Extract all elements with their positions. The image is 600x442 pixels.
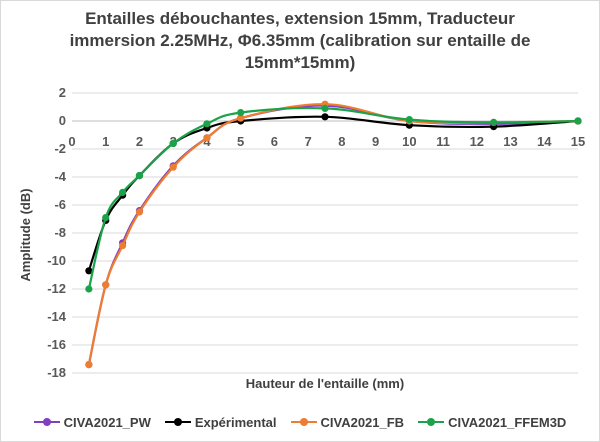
y-tick-label: -8 xyxy=(54,225,66,240)
data-point-civa2021-fb xyxy=(85,361,93,369)
x-tick-label: 9 xyxy=(372,134,379,149)
tick-labels: 20-2-4-6-8-10-12-14-16-18012345678910111… xyxy=(47,85,585,380)
data-point-civa2021-ffem3d xyxy=(574,117,582,125)
y-tick-label: -16 xyxy=(47,337,66,352)
legend-item: CIVA2021_FB xyxy=(290,414,405,430)
data-point-civa2021-fb xyxy=(203,134,211,142)
data-point-civa2021-ffem3d xyxy=(405,116,413,124)
data-point-exp-rimental xyxy=(85,267,93,275)
series-line-civa2021-fb xyxy=(87,103,579,365)
series-line-civa2021-ffem3d xyxy=(87,106,579,290)
data-point-civa2021-ffem3d xyxy=(169,139,177,147)
data-point-civa2021-fb xyxy=(102,281,110,289)
y-tick-label: -6 xyxy=(54,197,66,212)
legend-label: CIVA2021_FB xyxy=(320,414,405,430)
data-point-civa2021-fb xyxy=(237,114,245,122)
legend-swatch xyxy=(418,417,445,427)
data-point-civa2021-fb xyxy=(169,163,177,171)
data-point-civa2021-ffem3d xyxy=(490,118,498,126)
x-tick-label: 1 xyxy=(102,134,109,149)
data-point-civa2021-ffem3d xyxy=(102,214,110,222)
data-point-exp-rimental xyxy=(321,113,329,121)
legend-item: Expérimental xyxy=(164,414,277,430)
data-point-civa2021-ffem3d xyxy=(237,109,245,117)
legend-item: CIVA2021_FFEM3D xyxy=(418,415,566,430)
x-tick-label: 5 xyxy=(237,134,244,149)
data-point-civa2021-ffem3d xyxy=(119,188,127,196)
data-point-civa2021-ffem3d xyxy=(135,172,144,180)
legend-swatch xyxy=(33,417,60,427)
y-tick-label: -4 xyxy=(54,169,66,184)
x-tick-label: 6 xyxy=(271,134,278,149)
chart-title: Entailles débouchantes, extension 15mm, … xyxy=(69,9,531,72)
x-axis-title: Hauteur de l'entaille (mm) xyxy=(246,376,404,391)
legend-swatch xyxy=(290,417,317,427)
x-tick-label: 8 xyxy=(338,134,345,149)
legend-label: Expérimental xyxy=(194,414,277,430)
x-tick-label: 7 xyxy=(305,134,312,149)
data-point-civa2021-ffem3d xyxy=(321,104,329,112)
legend-label: CIVA2021_FFEM3D xyxy=(448,414,567,430)
y-tick-label: -12 xyxy=(47,281,66,296)
y-tick-label: -2 xyxy=(54,141,66,156)
x-tick-label: 11 xyxy=(436,134,450,149)
y-tick-label: -18 xyxy=(47,365,66,380)
gridlines xyxy=(72,92,578,374)
series-line-exp-rimental xyxy=(87,115,579,272)
x-tick-label: 12 xyxy=(470,134,484,149)
legend-swatch xyxy=(164,417,191,427)
legend-item: CIVA2021_PW xyxy=(33,414,151,430)
y-tick-label: 2 xyxy=(59,85,66,100)
x-tick-label: 14 xyxy=(537,134,552,149)
data-point-civa2021-ffem3d xyxy=(203,120,211,128)
x-tick-label: 13 xyxy=(503,134,517,149)
x-tick-label: 10 xyxy=(402,134,416,149)
y-tick-label: 0 xyxy=(59,113,66,128)
legend: CIVA2021_PW Expérimental CIVA2021_FB CIVA20… xyxy=(0,410,600,434)
x-tick-label: 4 xyxy=(203,134,211,149)
y-tick-label: -10 xyxy=(47,253,66,268)
series-lines xyxy=(85,100,582,369)
data-point-civa2021-fb xyxy=(135,208,144,216)
x-tick-label: 15 xyxy=(571,134,585,149)
data-point-civa2021-fb xyxy=(119,242,127,250)
x-tick-label: 0 xyxy=(68,134,75,149)
legend-label: CIVA2021_PW xyxy=(63,414,151,430)
y-tick-label: -14 xyxy=(47,309,67,324)
data-point-civa2021-ffem3d xyxy=(85,285,93,293)
x-tick-label: 2 xyxy=(136,134,143,149)
y-axis-title: Amplitude (dB) xyxy=(18,188,33,281)
series-civa2021-ffem3d xyxy=(85,104,582,293)
